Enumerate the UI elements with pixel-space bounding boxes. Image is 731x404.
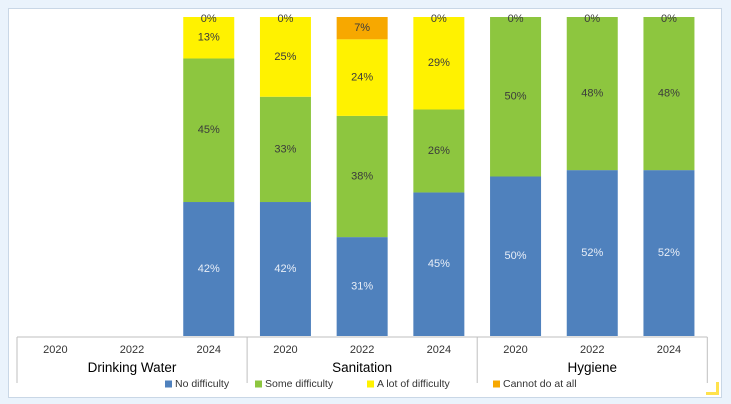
bar-segment [643,170,695,336]
data-label: 29% [428,57,450,69]
data-label: 13% [198,32,220,44]
bars-layer [183,17,695,336]
tick-label: 2024 [427,344,451,356]
data-label: 0% [661,13,677,25]
legend-swatch [255,380,262,388]
bar-segment [336,115,388,238]
bar-segment [643,17,695,171]
data-label: 0% [201,13,217,25]
data-label: 0% [277,13,293,25]
x-axis: 2020 2022 2024 2020 2022 2024 2020 2022 2024 Drin… [16,336,708,383]
bar-segment [183,17,235,59]
data-label: 38% [351,170,373,182]
tick-label: 2020 [503,344,527,356]
legend-swatch [165,380,172,388]
data-label: 50% [505,91,527,103]
data-label: 0% [508,13,524,25]
bar-segment [259,17,311,97]
tick-label: 2024 [197,344,221,356]
legend-label: Cannot do at all [503,378,577,390]
data-label: 50% [505,250,527,262]
legend-swatch [367,380,374,388]
group-label: Hygiene [567,360,617,375]
data-label: 33% [274,143,296,155]
bar-segment [566,17,618,171]
bar-segment [183,202,235,336]
legend-label: A lot of difficulty [377,378,451,390]
group-label: Sanitation [332,360,392,375]
data-label: 48% [581,87,603,99]
bar-segment [490,17,542,177]
corner-mark [706,382,719,395]
tick-label: 2022 [350,344,374,356]
legend-label: No difficulty [175,378,230,390]
bar-segment [413,192,465,336]
bar-segment [566,170,618,336]
legend-swatch [493,380,500,388]
data-label: 42% [274,263,296,275]
bar-segment [336,237,388,336]
legend: No difficulty Some difficulty A lot of dif… [165,378,577,390]
data-label: 0% [584,13,600,25]
tick-label: 2020 [43,344,67,356]
bar-segment [490,176,542,336]
bar-segment [183,58,235,203]
bar-segment [336,17,388,40]
tick-label: 2024 [657,344,681,356]
data-label: 25% [274,51,296,63]
bar-segment [336,39,388,116]
bar-segment [259,96,311,203]
data-label: 24% [351,72,373,84]
bar-segment [413,17,465,110]
data-label: 48% [658,87,680,99]
data-label: 7% [354,22,370,34]
legend-label: Some difficulty [265,378,334,390]
data-label: 0% [431,13,447,25]
tick-label: 2020 [273,344,297,356]
stacked-bar-chart: 42% 45% 13% 0% 42% 33% 25% 0% 31% 38% 24% 7% 45% 26% 2… [16,13,708,390]
data-labels-layer: 42% 45% 13% 0% 42% 33% 25% 0% 31% 38% 24% 7% 45% 26% 2… [198,13,680,293]
data-label: 45% [428,258,450,270]
data-label: 42% [198,263,220,275]
data-label: 52% [581,247,603,259]
tick-label: 2022 [120,344,144,356]
chart-frame: 42% 45% 13% 0% 42% 33% 25% 0% 31% 38% 24% 7% 45% 26% 2… [8,8,722,398]
bar-segment [259,202,311,336]
group-label: Drinking Water [88,360,177,375]
tick-label: 2022 [580,344,604,356]
data-label: 26% [428,145,450,157]
data-label: 31% [351,280,373,292]
data-label: 45% [198,124,220,136]
bar-segment [413,109,465,193]
data-label: 52% [658,247,680,259]
